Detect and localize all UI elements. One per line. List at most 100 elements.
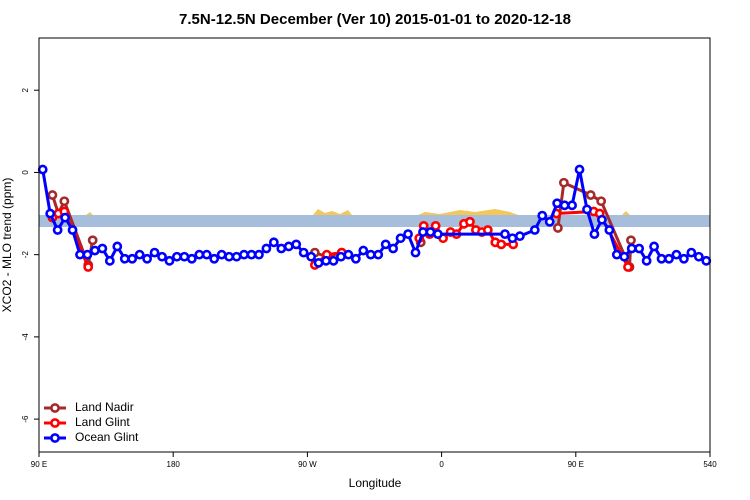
point bbox=[358, 245, 369, 256]
topography-patch bbox=[622, 211, 630, 215]
point bbox=[194, 249, 205, 260]
point bbox=[403, 229, 413, 240]
point bbox=[112, 241, 123, 252]
point bbox=[418, 227, 428, 237]
point bbox=[373, 249, 384, 260]
point bbox=[90, 245, 100, 256]
point bbox=[604, 225, 615, 235]
point bbox=[261, 243, 272, 254]
point bbox=[500, 229, 510, 240]
point bbox=[97, 243, 108, 254]
x-tick-label: 540 bbox=[703, 460, 717, 469]
topography-patch bbox=[418, 209, 518, 215]
point bbox=[291, 239, 302, 250]
point bbox=[134, 249, 145, 260]
y-tick-label: -4 bbox=[21, 333, 30, 341]
point bbox=[313, 257, 324, 268]
point bbox=[336, 251, 346, 262]
point bbox=[179, 251, 190, 262]
point bbox=[693, 251, 704, 262]
point bbox=[149, 247, 160, 258]
point bbox=[410, 247, 421, 258]
y-axis-label: XCO2 - MLO trend (ppm) bbox=[0, 178, 14, 313]
legend-marker bbox=[50, 403, 60, 413]
point bbox=[701, 255, 712, 266]
point bbox=[172, 251, 182, 262]
point bbox=[328, 255, 339, 266]
point bbox=[350, 253, 361, 264]
point bbox=[87, 235, 98, 246]
point bbox=[529, 225, 540, 235]
point bbox=[430, 220, 441, 231]
topography-patch bbox=[313, 209, 352, 215]
point bbox=[552, 198, 563, 209]
point bbox=[268, 237, 279, 248]
point bbox=[558, 177, 569, 188]
point bbox=[276, 243, 287, 254]
point bbox=[482, 225, 493, 235]
point bbox=[75, 249, 85, 260]
point bbox=[679, 253, 689, 264]
point bbox=[157, 251, 167, 262]
point bbox=[649, 241, 659, 252]
y-tick-label: 2 bbox=[21, 87, 30, 92]
legend-marker bbox=[50, 418, 60, 428]
point bbox=[246, 249, 257, 260]
legend-label: Ocean Glint bbox=[75, 430, 139, 444]
point bbox=[380, 239, 391, 250]
point bbox=[671, 249, 682, 260]
point bbox=[298, 247, 309, 258]
point bbox=[306, 251, 317, 262]
legend-marker bbox=[50, 433, 60, 443]
point bbox=[537, 210, 548, 221]
point bbox=[641, 255, 652, 266]
point bbox=[83, 262, 94, 272]
point bbox=[582, 204, 592, 215]
point bbox=[589, 229, 600, 240]
plot bbox=[37, 164, 712, 272]
point bbox=[52, 225, 63, 235]
point bbox=[574, 164, 585, 175]
y-tick-label: -6 bbox=[21, 415, 30, 423]
point bbox=[664, 253, 674, 264]
point bbox=[37, 164, 48, 175]
point bbox=[231, 251, 242, 262]
point bbox=[544, 216, 555, 227]
point bbox=[343, 249, 354, 260]
point bbox=[514, 231, 525, 242]
point bbox=[686, 247, 697, 258]
point bbox=[104, 255, 115, 266]
point bbox=[239, 249, 249, 260]
point bbox=[45, 208, 56, 219]
x-tick-label: 90 E bbox=[568, 460, 584, 469]
point bbox=[186, 253, 197, 264]
point bbox=[634, 243, 645, 254]
point bbox=[283, 241, 294, 252]
point bbox=[465, 216, 475, 227]
x-axis-label: Longitude bbox=[349, 476, 402, 490]
point bbox=[201, 249, 212, 260]
point bbox=[559, 200, 570, 211]
point bbox=[82, 249, 93, 260]
point bbox=[142, 253, 153, 264]
point bbox=[164, 255, 175, 266]
x-tick-label: 90 W bbox=[298, 460, 317, 469]
point bbox=[585, 190, 596, 200]
point bbox=[619, 251, 630, 262]
y-tick-label: 0 bbox=[21, 170, 30, 175]
point bbox=[60, 212, 70, 223]
plot-border bbox=[38, 37, 711, 453]
point bbox=[365, 249, 376, 260]
point bbox=[596, 214, 607, 225]
point bbox=[59, 196, 70, 207]
topography-patch bbox=[86, 212, 93, 215]
point bbox=[596, 196, 607, 207]
legend-label: Land Glint bbox=[75, 415, 130, 429]
point bbox=[611, 249, 622, 260]
point bbox=[626, 235, 636, 246]
point bbox=[567, 200, 577, 211]
point bbox=[388, 243, 399, 254]
point bbox=[47, 190, 58, 200]
